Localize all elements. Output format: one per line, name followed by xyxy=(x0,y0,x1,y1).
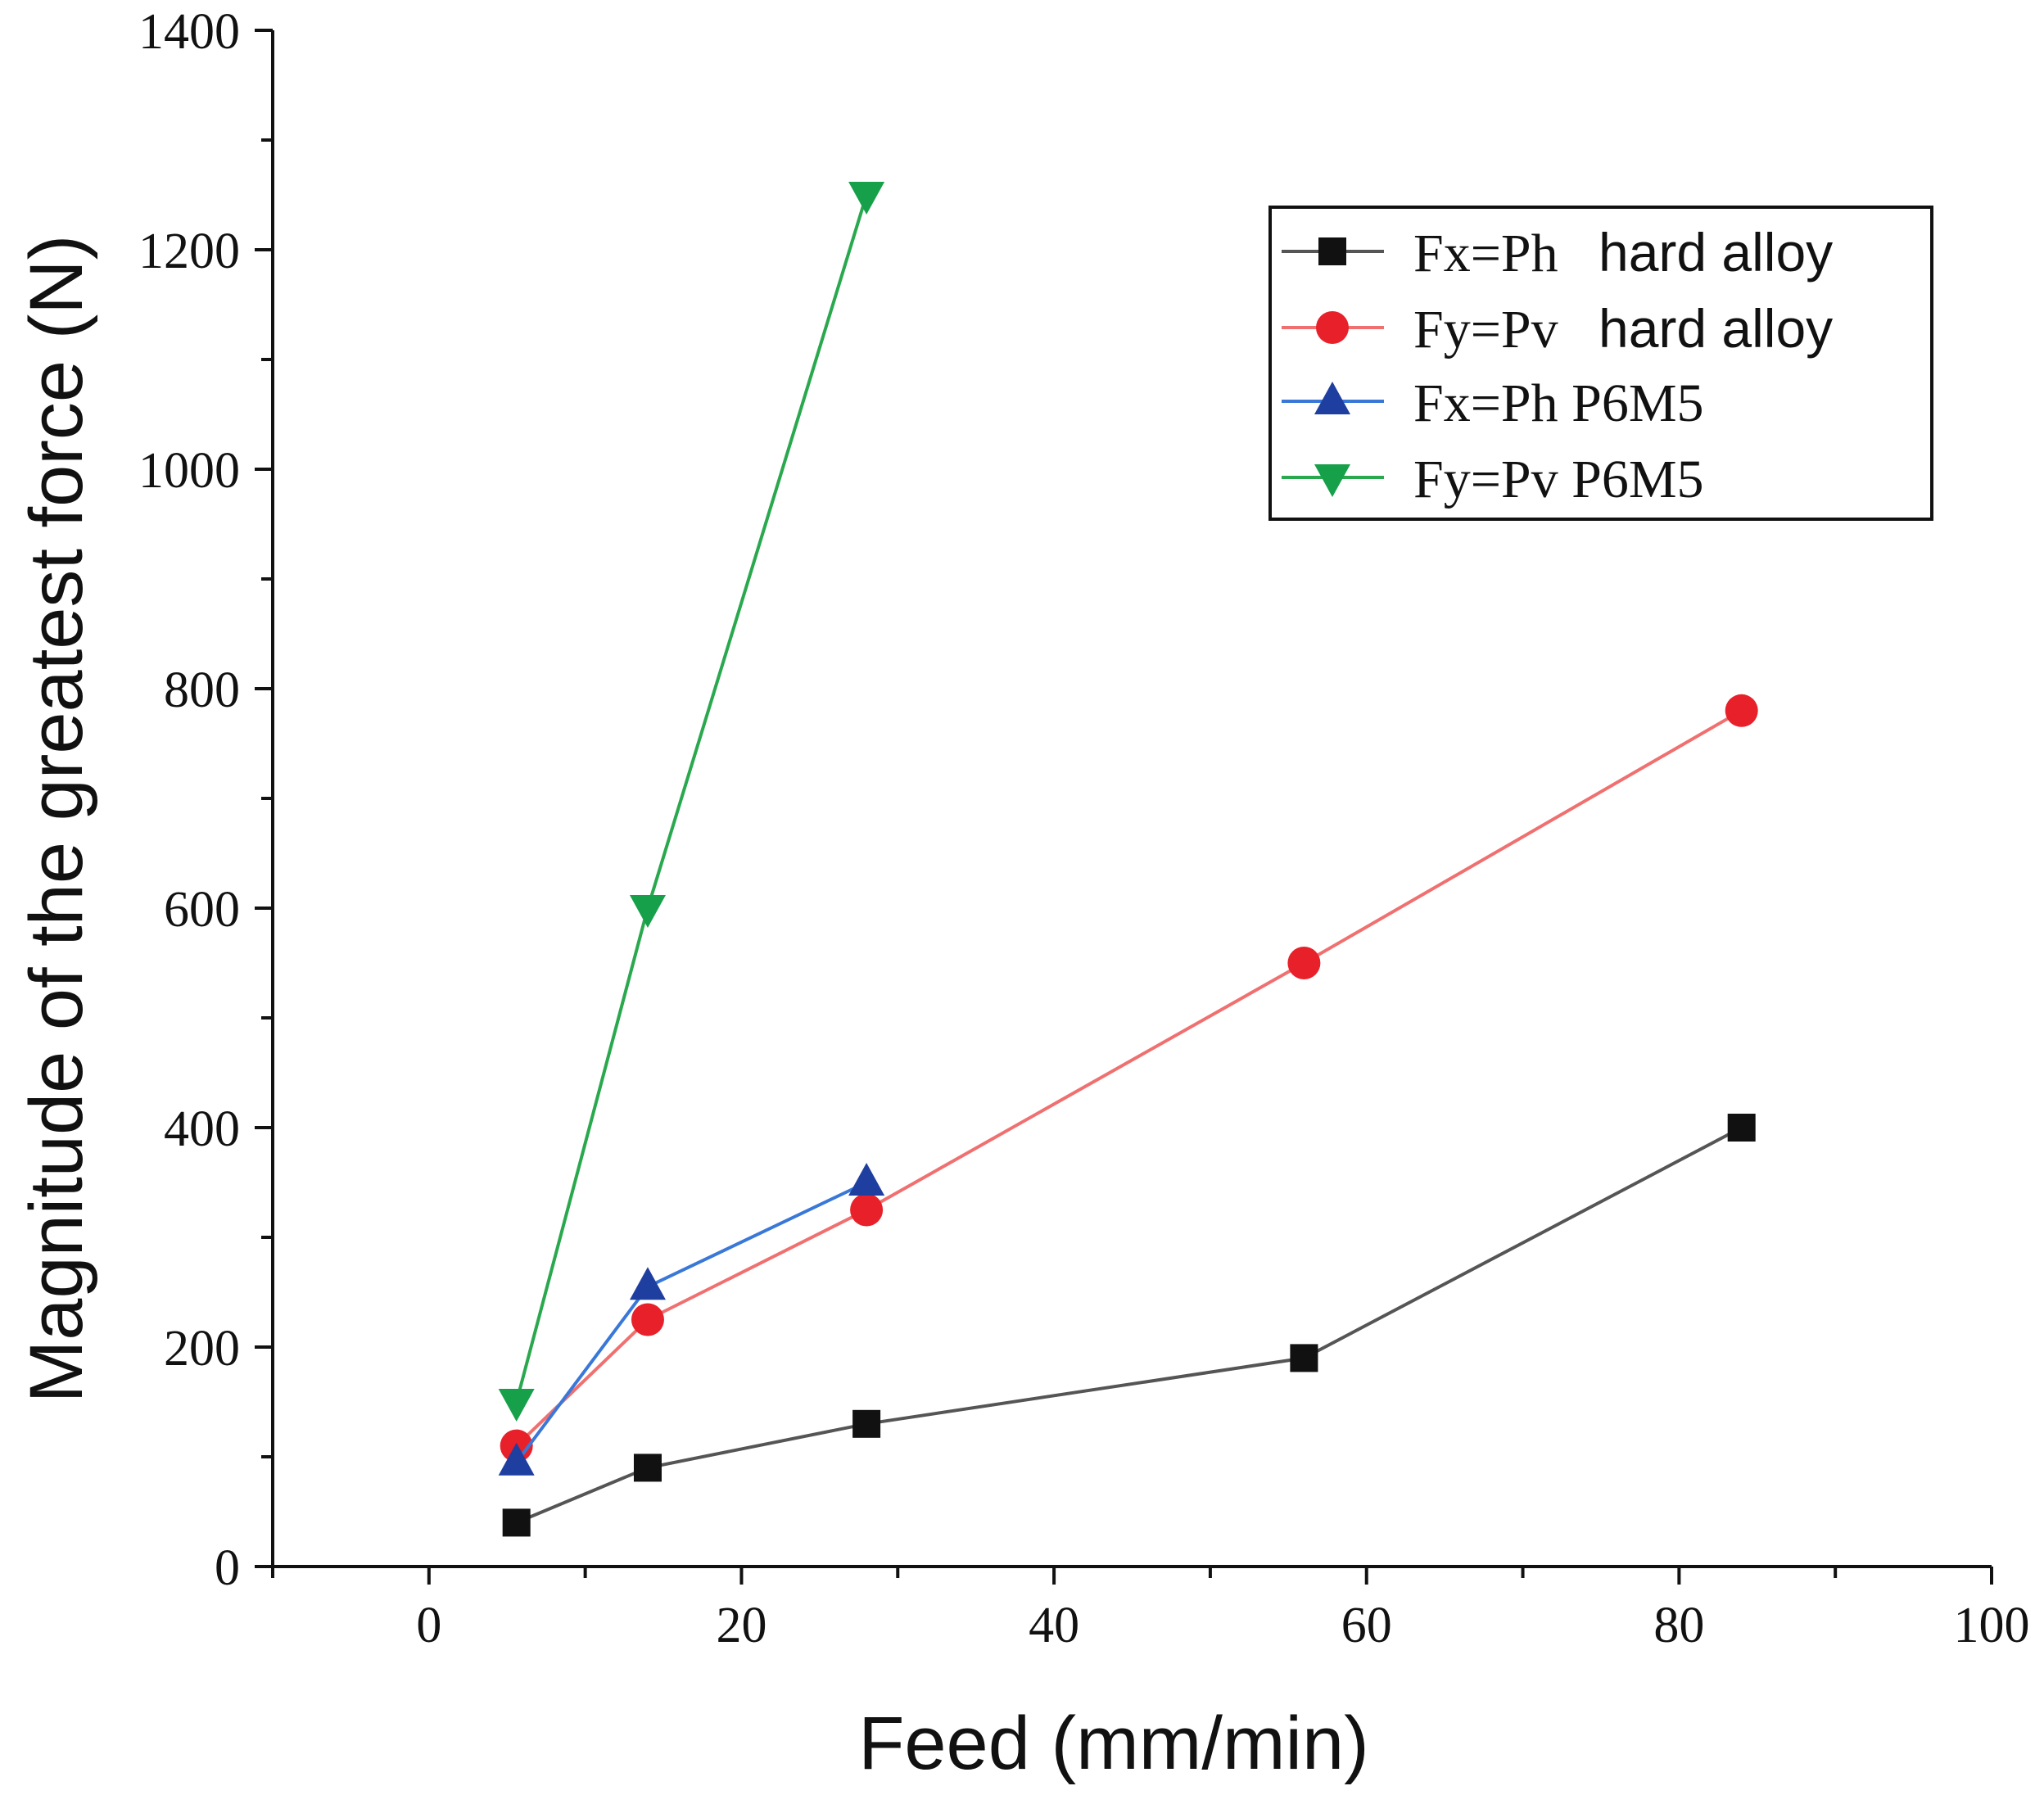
triangle-down-marker xyxy=(629,895,666,928)
legend-label: Fy=Pv xyxy=(1413,300,1558,359)
legend-label: Fx=Ph xyxy=(1413,224,1558,283)
triangle-up-marker xyxy=(1314,382,1350,414)
triangle-down-marker xyxy=(498,1389,535,1422)
triangle-up-marker xyxy=(498,1442,535,1476)
circle-marker xyxy=(1287,947,1321,979)
circle-marker xyxy=(1725,694,1758,727)
y-tick-label: 1200 xyxy=(138,224,240,279)
x-tick-label: 80 xyxy=(1653,1598,1704,1653)
legend-label: Fx=Ph P6M5 xyxy=(1413,373,1704,433)
square-marker xyxy=(1318,237,1346,265)
x-tick-label: 0 xyxy=(416,1598,441,1653)
legend-entry: Fx=Ph P6M5 xyxy=(1282,373,1704,433)
legend-entries: Fx=Ph hard alloy Fy=Pv hard alloy Fx=Ph P6M5… xyxy=(1282,222,1833,509)
series-2 xyxy=(500,694,1758,1463)
square-marker xyxy=(502,1508,531,1537)
triangle-down-marker xyxy=(1314,464,1350,497)
series-4 xyxy=(498,182,885,1422)
legend: Fx=Ph hard alloy Fy=Pv hard alloy Fx=Ph P6M5… xyxy=(1268,206,1933,521)
square-marker xyxy=(852,1409,881,1438)
legend-label-suffix: hard alloy xyxy=(1599,298,1833,359)
square-marker xyxy=(1727,1114,1756,1142)
legend-label: Fy=Pv P6M5 xyxy=(1413,450,1704,509)
triangle-up-marker xyxy=(629,1267,666,1300)
ticks xyxy=(255,29,1993,1585)
y-tick-label: 200 xyxy=(164,1321,240,1377)
circle-marker xyxy=(631,1303,664,1336)
series-line xyxy=(515,709,1743,1448)
legend-label-suffix: hard alloy xyxy=(1599,222,1833,283)
series-line xyxy=(515,1181,867,1463)
series-3 xyxy=(498,1163,885,1476)
x-tick-label: 40 xyxy=(1029,1598,1079,1653)
y-tick-label: 600 xyxy=(164,882,240,938)
x-axis-title: Feed (mm/min) xyxy=(858,1702,1369,1785)
circle-marker xyxy=(850,1193,884,1227)
triangle-down-marker xyxy=(848,182,885,215)
circle-marker xyxy=(1316,311,1349,344)
x-tick-label: 60 xyxy=(1341,1598,1392,1653)
legend-entry: Fy=Pv P6M5 xyxy=(1282,450,1704,509)
legend-box xyxy=(1268,206,1933,521)
triangle-up-marker xyxy=(848,1163,885,1196)
y-tick-label: 1000 xyxy=(138,443,240,499)
series-line xyxy=(515,1126,1743,1525)
square-marker xyxy=(633,1454,662,1482)
legend-entry: Fy=Pv hard alloy xyxy=(1282,298,1833,359)
series-1 xyxy=(502,1114,1756,1537)
y-tick-label: 0 xyxy=(215,1540,240,1596)
x-tick-label: 20 xyxy=(716,1598,766,1653)
y-axis-title: Magnitude of the greatest force (N) xyxy=(15,235,98,1404)
y-tick-label: 1400 xyxy=(138,4,240,60)
y-tick-label: 800 xyxy=(164,662,240,718)
series-layer xyxy=(498,182,1758,1537)
square-marker xyxy=(1290,1344,1318,1372)
legend-entry: Fx=Ph hard alloy xyxy=(1282,222,1833,283)
x-tick-label: 100 xyxy=(1954,1598,2030,1653)
series-line xyxy=(514,194,869,1403)
y-tick-label: 400 xyxy=(164,1101,240,1157)
